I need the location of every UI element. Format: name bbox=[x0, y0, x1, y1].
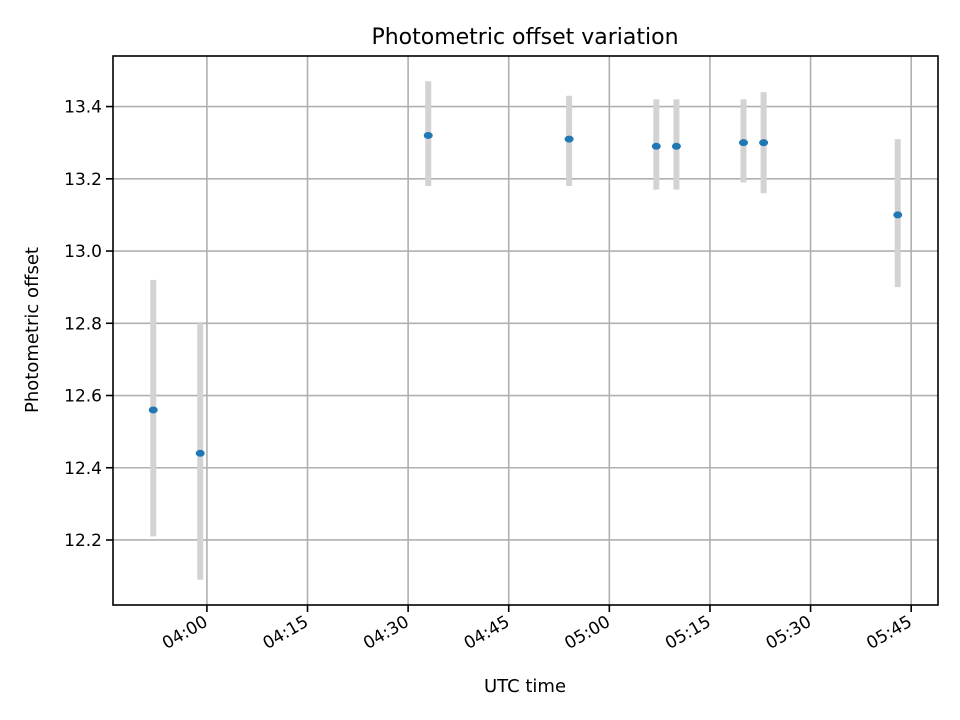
x-axis-label: UTC time bbox=[484, 676, 566, 697]
x-tick-label: 05:45 bbox=[863, 612, 915, 654]
y-tick-label: 13.4 bbox=[64, 98, 102, 118]
data-points bbox=[148, 131, 903, 457]
data-point bbox=[651, 142, 661, 150]
axis-ticks: 04:00 04:15 04:30 04:45 05:00 05:15 05:30 05:45… bbox=[64, 98, 916, 654]
x-tick-label: 05:30 bbox=[763, 612, 815, 654]
x-tick-label: 05:15 bbox=[662, 612, 714, 654]
data-point bbox=[893, 211, 903, 219]
x-tick-label: 04:00 bbox=[159, 612, 211, 654]
data-point bbox=[564, 135, 574, 143]
data-point bbox=[671, 142, 681, 150]
data-point bbox=[423, 131, 433, 139]
y-tick-label: 13.2 bbox=[64, 170, 102, 190]
y-tick-label: 12.2 bbox=[64, 531, 102, 551]
data-point bbox=[738, 139, 748, 147]
grid-lines bbox=[113, 56, 938, 605]
chart-title: Photometric offset variation bbox=[371, 25, 678, 50]
error-bars bbox=[150, 81, 901, 580]
y-tick-label: 13.0 bbox=[64, 242, 102, 262]
data-point bbox=[759, 139, 769, 147]
x-tick-label: 04:30 bbox=[360, 612, 412, 654]
data-point bbox=[148, 406, 158, 414]
y-axis-label: Photometric offset bbox=[22, 247, 43, 413]
data-point bbox=[195, 449, 205, 457]
y-tick-label: 12.4 bbox=[64, 459, 102, 479]
y-tick-label: 12.6 bbox=[64, 387, 102, 407]
y-tick-label: 12.8 bbox=[64, 314, 102, 334]
x-tick-label: 05:00 bbox=[561, 612, 613, 654]
plot-frame bbox=[112, 55, 939, 606]
x-tick-label: 04:45 bbox=[461, 612, 513, 654]
x-tick-label: 04:15 bbox=[260, 612, 312, 654]
